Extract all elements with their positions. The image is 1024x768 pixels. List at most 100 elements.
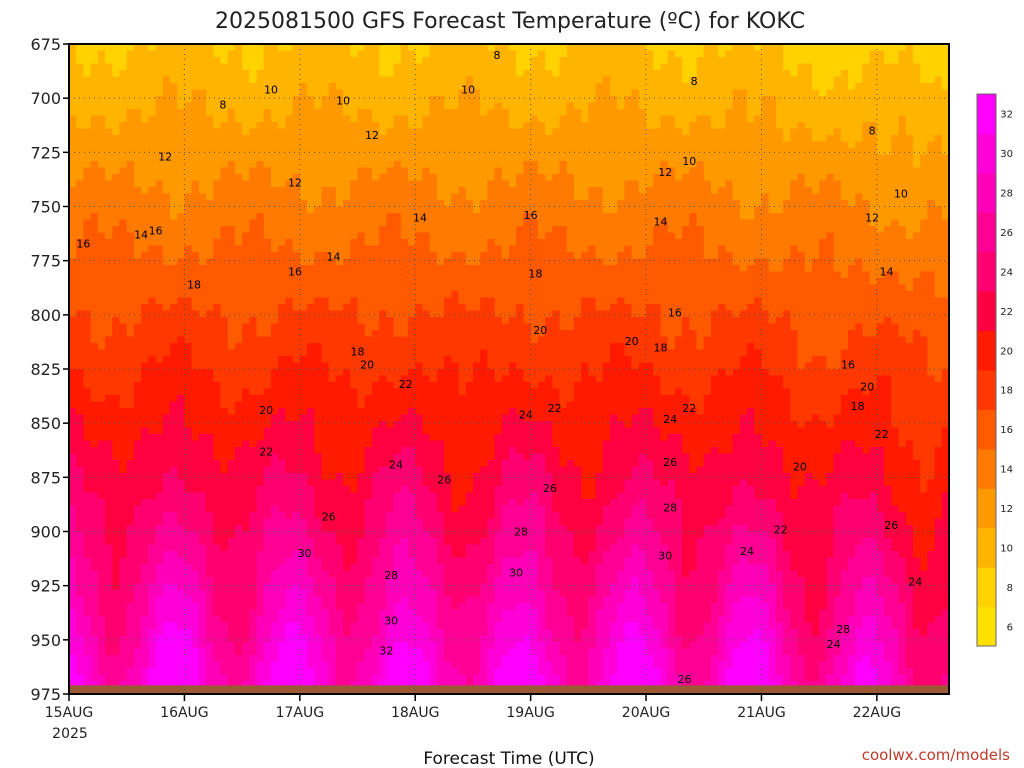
field-cell: [97, 284, 106, 292]
field-cell: [112, 551, 121, 559]
field-cell: [249, 330, 258, 338]
field-cell: [220, 115, 229, 123]
field-cell: [285, 245, 294, 253]
field-cell: [343, 369, 351, 377]
field-cell: [393, 525, 402, 533]
field-cell: [386, 187, 395, 195]
field-cell: [314, 622, 323, 630]
field-cell: [213, 180, 222, 188]
field-cell: [69, 128, 77, 136]
field-cell: [393, 434, 402, 442]
field-cell: [343, 557, 351, 565]
field-cell: [112, 96, 121, 104]
field-cell: [357, 674, 366, 682]
field-cell: [278, 109, 286, 117]
field-cell: [126, 427, 135, 435]
field-cell: [148, 148, 157, 156]
field-cell: [357, 265, 366, 273]
field-cell: [314, 590, 323, 598]
field-cell: [343, 583, 351, 591]
field-cell: [213, 492, 222, 500]
field-cell: [350, 317, 359, 325]
field-cell: [357, 427, 366, 435]
field-cell: [408, 629, 416, 637]
field-cell: [379, 492, 387, 500]
field-cell: [335, 109, 344, 117]
field-cell: [422, 635, 431, 643]
field-cell: [191, 596, 200, 604]
field-cell: [314, 70, 323, 78]
field-cell: [386, 512, 395, 520]
field-cell: [400, 629, 409, 637]
field-cell: [169, 375, 178, 383]
field-cell: [69, 616, 77, 624]
field-cell: [133, 50, 142, 58]
field-cell: [256, 596, 265, 604]
field-cell: [422, 226, 431, 234]
field-cell: [133, 421, 142, 429]
field-cell: [184, 362, 193, 370]
field-cell: [364, 642, 373, 650]
field-cell: [126, 187, 135, 195]
field-cell: [364, 128, 373, 136]
field-cell: [393, 668, 402, 676]
field-cell: [393, 414, 402, 422]
field-cell: [213, 213, 222, 221]
field-cell: [270, 252, 279, 260]
field-cell: [278, 518, 286, 526]
field-cell: [155, 213, 164, 221]
field-cell: [249, 102, 258, 110]
field-cell: [256, 167, 265, 175]
field-cell: [415, 44, 424, 52]
field-cell: [408, 609, 416, 617]
field-cell: [227, 466, 236, 474]
field-cell: [364, 564, 373, 572]
field-cell: [364, 291, 373, 299]
field-cell: [213, 395, 222, 403]
field-cell: [90, 219, 99, 227]
field-cell: [220, 466, 229, 474]
field-cell: [393, 408, 402, 416]
field-cell: [393, 278, 402, 286]
field-cell: [328, 128, 337, 136]
field-cell: [126, 96, 135, 104]
field-cell: [97, 557, 106, 565]
field-cell: [148, 486, 157, 494]
field-cell: [263, 557, 272, 565]
field-cell: [119, 369, 128, 377]
field-cell: [249, 284, 258, 292]
field-cell: [393, 349, 402, 357]
field-cell: [335, 382, 344, 390]
field-cell: [379, 148, 387, 156]
field-cell: [307, 362, 315, 370]
field-cell: [83, 226, 92, 234]
field-cell: [69, 310, 77, 318]
field-cell: [393, 206, 402, 214]
field-cell: [198, 421, 207, 429]
field-cell: [350, 453, 359, 461]
field-cell: [400, 213, 409, 221]
field-cell: [328, 252, 337, 260]
field-cell: [292, 252, 301, 260]
field-cell: [133, 505, 142, 513]
field-cell: [292, 109, 301, 117]
field-cell: [177, 551, 186, 559]
field-cell: [335, 655, 344, 663]
field-cell: [213, 382, 222, 390]
field-cell: [314, 453, 323, 461]
field-cell: [242, 440, 250, 448]
field-cell: [97, 421, 106, 429]
field-cell: [206, 174, 214, 182]
field-cell: [299, 440, 308, 448]
field-cell: [357, 492, 366, 500]
field-cell: [285, 336, 294, 344]
field-cell: [206, 570, 214, 578]
field-cell: [256, 96, 265, 104]
field-cell: [285, 486, 294, 494]
field-cell: [83, 603, 92, 611]
field-cell: [379, 245, 387, 253]
field-cell: [386, 278, 395, 286]
field-cell: [292, 427, 301, 435]
field-cell: [249, 531, 258, 539]
field-cell: [386, 473, 395, 481]
